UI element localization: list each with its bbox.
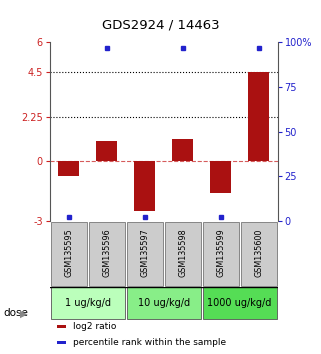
Bar xyxy=(134,161,155,211)
Text: 10 ug/kg/d: 10 ug/kg/d xyxy=(138,298,190,308)
Bar xyxy=(210,161,231,193)
Text: ▶: ▶ xyxy=(20,308,28,318)
FancyBboxPatch shape xyxy=(127,287,201,319)
Text: log2 ratio: log2 ratio xyxy=(73,322,116,331)
FancyBboxPatch shape xyxy=(165,222,201,286)
Bar xyxy=(248,72,269,161)
Bar xyxy=(96,142,117,161)
Text: GSM135595: GSM135595 xyxy=(64,228,73,277)
Text: 1 ug/kg/d: 1 ug/kg/d xyxy=(65,298,111,308)
Text: GSM135597: GSM135597 xyxy=(140,228,149,277)
Text: GSM135599: GSM135599 xyxy=(216,228,225,277)
Text: GSM135598: GSM135598 xyxy=(178,228,187,277)
Bar xyxy=(56,341,66,344)
Text: percentile rank within the sample: percentile rank within the sample xyxy=(73,338,226,347)
Bar xyxy=(58,161,79,176)
Text: GSM135600: GSM135600 xyxy=(254,228,263,276)
FancyBboxPatch shape xyxy=(89,222,125,286)
Text: dose: dose xyxy=(3,308,28,318)
FancyBboxPatch shape xyxy=(203,222,239,286)
Text: 1000 ug/kg/d: 1000 ug/kg/d xyxy=(207,298,272,308)
FancyBboxPatch shape xyxy=(241,222,277,286)
FancyBboxPatch shape xyxy=(127,222,163,286)
Text: GSM135596: GSM135596 xyxy=(102,228,111,277)
Text: GDS2924 / 14463: GDS2924 / 14463 xyxy=(102,19,219,32)
Bar xyxy=(56,325,66,328)
Bar xyxy=(172,139,193,161)
FancyBboxPatch shape xyxy=(203,287,277,319)
FancyBboxPatch shape xyxy=(51,287,125,319)
FancyBboxPatch shape xyxy=(51,222,87,286)
